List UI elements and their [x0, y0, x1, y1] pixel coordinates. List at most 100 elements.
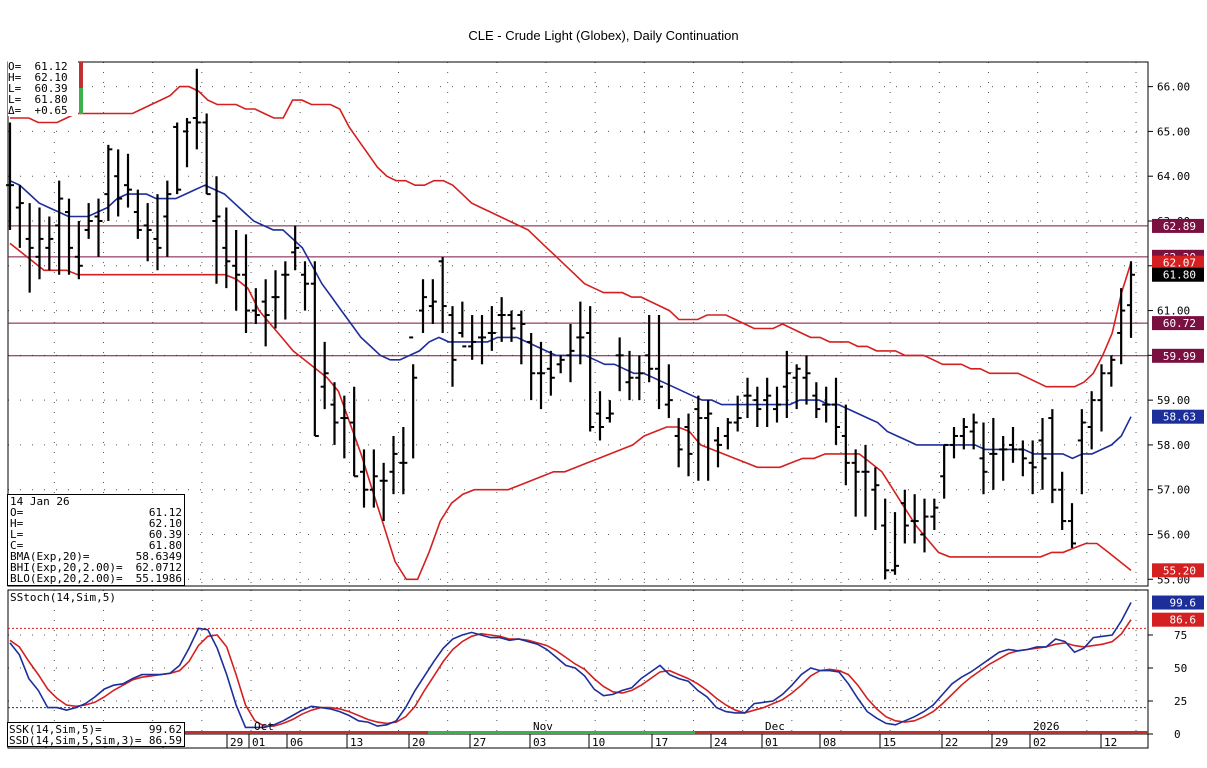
ohlc-bar — [310, 261, 319, 437]
ohlc-line-low: L= 60.39 — [8, 82, 68, 95]
date-tick-label: 29 — [995, 736, 1008, 749]
ohlc-bar — [930, 498, 939, 531]
month-change-strip — [8, 731, 428, 734]
ssk-value: 99.62 — [148, 723, 182, 736]
ohlc-bar — [428, 279, 437, 324]
range-bar-red — [79, 62, 83, 88]
ohlc-bar — [1058, 471, 1067, 531]
ohlc-bar — [468, 315, 477, 360]
ohlc-bar — [812, 382, 821, 419]
chart-title: CLE - Crude Light (Globex), Daily Contin… — [468, 28, 739, 43]
price-panel-frame — [7, 61, 1149, 587]
summary-label-bma: BMA(Exp,20)= — [10, 550, 90, 563]
ohlc-bar — [369, 449, 378, 508]
ohlc-bar — [212, 176, 221, 284]
price-tag-label: 61.80 — [1163, 269, 1196, 282]
price-tag-box — [1152, 218, 1204, 233]
ohlc-bar — [871, 467, 880, 531]
ohlc-bar — [301, 261, 309, 311]
ohlc-bar — [605, 400, 614, 423]
ohlc-bar — [920, 498, 929, 553]
ohlc-bar — [891, 512, 899, 575]
price-tick-label: 57.00 — [1157, 484, 1190, 497]
summary-label-blo: BLO(Exp,20,2.00)= — [10, 572, 123, 585]
summary-label-close: C= — [10, 539, 24, 552]
month-label: 2026 — [1033, 720, 1060, 733]
ohlc-bar — [733, 395, 742, 432]
ohlc-bar — [950, 427, 958, 459]
ohlc-bar — [507, 310, 516, 342]
ohlc-bar — [723, 418, 732, 450]
month-label: Dec — [765, 720, 785, 733]
price-tag-label: 55.20 — [1163, 564, 1196, 577]
price-tag-label: 58.63 — [1163, 411, 1196, 424]
price-tick-label: 59.00 — [1157, 394, 1190, 407]
ohlc-bar — [822, 386, 831, 423]
stoch-title: SStoch(14,Sim,5) — [10, 591, 116, 604]
ohlc-bar — [320, 341, 329, 410]
horizontal-lines — [8, 225, 1148, 357]
stoch-tag-label: 99.6 — [1170, 597, 1197, 610]
ohlc-bar — [959, 418, 968, 450]
ohlc-bar — [419, 279, 427, 333]
ohlc-bar — [999, 435, 1008, 481]
summary-value-low: 60.39 — [148, 528, 182, 541]
ohlc-bar — [714, 427, 722, 468]
ohlc-bar — [35, 207, 44, 280]
ohlc-bar — [1117, 288, 1126, 365]
ssd-label: SSD(14,Sim,5,Sim,3)= — [9, 734, 142, 747]
ohlc-bar — [94, 198, 103, 257]
ohlc-bar — [861, 444, 870, 517]
ohlc-bar — [851, 449, 860, 517]
ohlc-bar — [6, 122, 14, 230]
ohlc-bar — [458, 301, 467, 348]
ohlc-bar — [399, 427, 408, 495]
ohlc-bar — [74, 220, 83, 280]
ohlc-bar — [291, 225, 300, 271]
ohlc-bar — [281, 261, 290, 320]
ohlc-bar — [55, 180, 64, 275]
ohlc-bar — [940, 443, 949, 499]
stoch-tick-label: 25 — [1174, 695, 1187, 708]
ohlc-bar — [979, 422, 988, 495]
ohlc-bars — [6, 68, 1135, 580]
ohlc-bar — [133, 189, 142, 239]
ohlc-bar — [517, 310, 526, 365]
price-tags: 62.8962.2062.0761.8060.7259.9958.6355.20… — [1152, 218, 1204, 627]
ohlc-bar — [183, 117, 191, 168]
stoch-tick-label: 50 — [1174, 662, 1187, 675]
ohlc-bar — [753, 386, 762, 428]
ohlc-readout: O= 61.12 H= 62.10 L= 60.39 L= 61.80 Δ= +… — [8, 60, 78, 116]
summary-label-bhi: BHI(Exp,20,2.00)= — [10, 561, 123, 574]
ohlc-bar — [143, 203, 152, 262]
ohlc-bar — [900, 489, 909, 544]
ssk-line — [9, 602, 1132, 729]
ohlc-bar — [576, 301, 585, 365]
price-tick-label: 65.00 — [1157, 125, 1190, 138]
ohlc-bar — [409, 336, 418, 459]
stoch-tag-box — [1152, 612, 1204, 627]
ohlc-bar — [379, 462, 388, 522]
summary-label-high: H= — [10, 517, 24, 530]
ohlc-bar — [497, 297, 506, 342]
ohlc-line-open: O= 61.12 — [8, 60, 68, 73]
ohlc-bar — [586, 306, 595, 432]
ohlc-bar — [330, 382, 339, 445]
ohlc-bar — [556, 355, 565, 374]
ohlc-bar — [232, 229, 241, 311]
ohlc-bar — [802, 355, 811, 405]
ohlc-bar — [251, 288, 260, 324]
ohlc-bar — [153, 194, 162, 271]
price-tick-label: 56.00 — [1157, 528, 1190, 541]
stochastic-layer — [8, 602, 1148, 729]
date-tick-label: 22 — [945, 736, 958, 749]
ohlc-bar — [124, 153, 132, 208]
date-tick-label: 01 — [765, 736, 778, 749]
price-tag-box — [1152, 348, 1204, 363]
ohlc-bar — [114, 149, 123, 217]
date-tick-label: 10 — [592, 736, 605, 749]
ohlc-bar — [674, 418, 683, 468]
ohlc-bar — [566, 324, 575, 383]
ohlc-bar — [635, 355, 644, 401]
